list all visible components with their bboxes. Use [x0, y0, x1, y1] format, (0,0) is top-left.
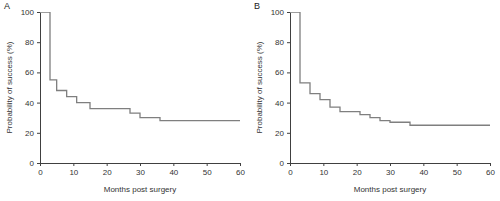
tick-mark	[287, 163, 290, 164]
tick-label: 20	[103, 168, 112, 177]
tick: 10	[69, 163, 78, 177]
tick: 20	[353, 163, 362, 177]
tick-mark	[287, 72, 290, 73]
tick: 20	[275, 129, 290, 138]
tick: 10	[319, 163, 328, 177]
tick: 40	[419, 163, 428, 177]
tick-mark	[240, 163, 241, 166]
tick-mark	[357, 163, 358, 166]
x-axis: 0 10 20 30 40 50 60	[288, 163, 495, 177]
tick: 60	[236, 163, 245, 177]
tick: 20	[103, 163, 112, 177]
tick-label: 0	[288, 168, 293, 177]
tick-label: 50	[203, 168, 212, 177]
tick: 60	[275, 68, 290, 77]
tick-label: 50	[453, 168, 462, 177]
y-axis: 0 20 40 60 80 100	[271, 8, 291, 168]
tick-mark	[287, 12, 290, 13]
tick-label: 0	[30, 159, 35, 168]
tick-mark	[287, 103, 290, 104]
tick-label: 100	[271, 8, 285, 17]
tick: 50	[203, 163, 212, 177]
axis-line	[40, 13, 41, 164]
tick: 80	[275, 38, 290, 47]
tick: 40	[275, 99, 290, 108]
tick-mark	[323, 163, 324, 166]
tick-mark	[107, 163, 108, 166]
panel-title: B	[254, 1, 260, 11]
tick-label: 20	[353, 168, 362, 177]
tick: 60	[25, 68, 40, 77]
y-axis-title: Probability of success (%)	[5, 41, 14, 133]
tick-mark	[290, 163, 291, 166]
tick-label: 10	[69, 168, 78, 177]
tick-label: 40	[169, 168, 178, 177]
tick-label: 20	[275, 129, 284, 138]
tick-mark	[390, 163, 391, 166]
survival-curve	[290, 12, 490, 125]
tick-label: 10	[319, 168, 328, 177]
tick-mark	[140, 163, 141, 166]
tick: 30	[136, 163, 145, 177]
y-axis: 0 20 40 60 80 100	[21, 8, 41, 168]
tick: 60	[486, 163, 495, 177]
tick-label: 40	[275, 99, 284, 108]
tick-mark	[37, 72, 40, 73]
tick: 40	[169, 163, 178, 177]
x-axis: 0 10 20 30 40 50 60	[38, 163, 245, 177]
tick-mark	[423, 163, 424, 166]
tick-mark	[173, 163, 174, 166]
survival-curve	[40, 12, 240, 121]
tick-label: 30	[386, 168, 395, 177]
tick-mark	[207, 163, 208, 166]
tick-label: 60	[25, 68, 34, 77]
tick: 80	[25, 38, 40, 47]
tick-mark	[490, 163, 491, 166]
tick-label: 60	[275, 68, 284, 77]
tick-label: 0	[280, 159, 285, 168]
tick-label: 40	[25, 99, 34, 108]
tick: 20	[25, 129, 40, 138]
tick-label: 30	[136, 168, 145, 177]
tick-mark	[37, 103, 40, 104]
tick-label: 60	[236, 168, 245, 177]
tick-label: 20	[25, 129, 34, 138]
panel: 0 20 40 60 80 100 0 10 20 30 40 50 60 A Months post su…	[4, 1, 245, 194]
axis-line	[290, 13, 291, 164]
tick-label: 40	[419, 168, 428, 177]
tick: 0	[38, 163, 43, 177]
tick-mark	[37, 163, 40, 164]
tick-mark	[37, 42, 40, 43]
tick-label: 60	[486, 168, 495, 177]
tick-label: 0	[38, 168, 43, 177]
tick: 40	[25, 99, 40, 108]
tick: 100	[21, 8, 40, 17]
tick: 50	[453, 163, 462, 177]
x-axis-title: Months post surgery	[354, 185, 426, 194]
y-axis-title: Probability of success (%)	[255, 41, 264, 133]
tick: 100	[271, 8, 290, 17]
tick-mark	[287, 42, 290, 43]
figure: 0204060801000102030405060AMonths post su…	[0, 0, 500, 201]
tick-mark	[40, 163, 41, 166]
tick-mark	[37, 133, 40, 134]
tick-mark	[73, 163, 74, 166]
tick-label: 80	[275, 38, 284, 47]
tick-label: 80	[25, 38, 34, 47]
plot-area	[290, 12, 490, 125]
panel-title: A	[4, 1, 10, 11]
tick-mark	[457, 163, 458, 166]
tick-label: 100	[21, 8, 35, 17]
tick-mark	[287, 133, 290, 134]
tick-mark	[37, 12, 40, 13]
plot-area	[40, 12, 240, 121]
tick: 30	[386, 163, 395, 177]
x-axis-title: Months post surgery	[104, 185, 176, 194]
panel: 0 20 40 60 80 100 0 10 20 30 40 50 60 B Months post su…	[254, 1, 495, 194]
tick: 0	[288, 163, 293, 177]
